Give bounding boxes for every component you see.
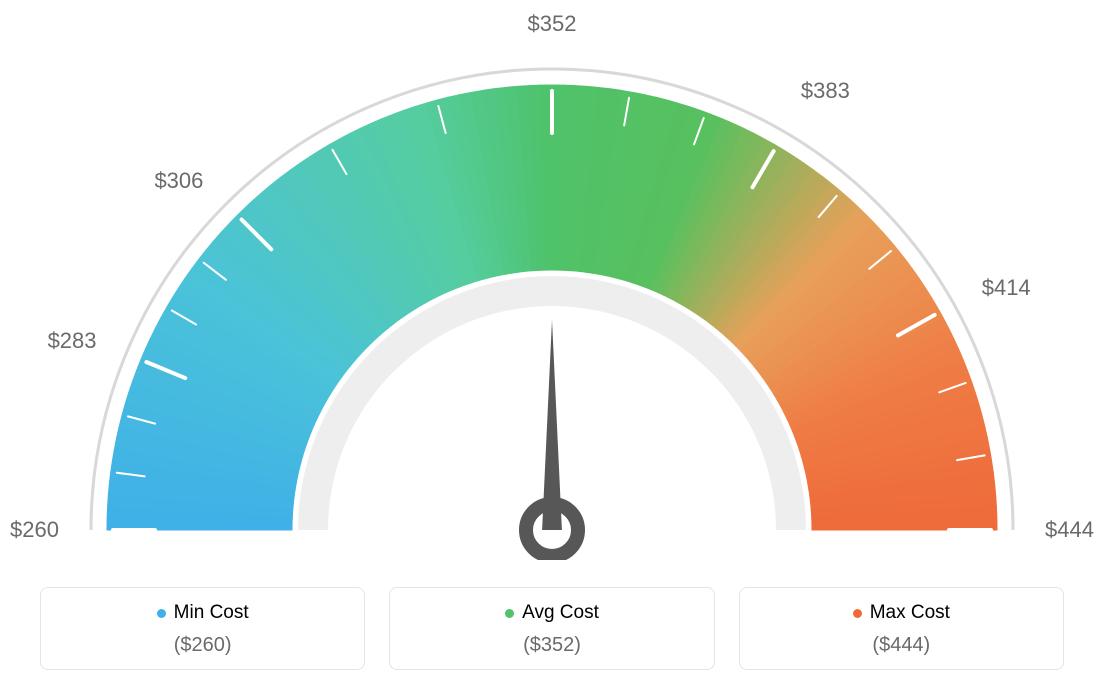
legend-dot-avg [505,609,514,618]
legend-title-min: Min Cost [157,602,249,624]
legend-dot-max [853,609,862,618]
gauge-tick-label: $352 [528,11,577,37]
legend-card-max: Max Cost ($444) [739,587,1064,670]
legend-label-max: Max Cost [870,602,950,624]
legend-card-avg: Avg Cost ($352) [389,587,714,670]
legend-label-avg: Avg Cost [522,602,599,624]
gauge-area: $260 $283 $306 $352 $383 $414 $444 [0,0,1104,560]
gauge-tick-label: $383 [801,78,850,104]
cost-gauge-chart: $260 $283 $306 $352 $383 $414 $444 Min Cost ($… [0,0,1104,690]
gauge-tick-label: $414 [982,275,1031,301]
gauge-tick-label: $306 [154,168,203,194]
legend-label-min: Min Cost [174,602,249,624]
legend-dot-min [157,609,166,618]
legend-title-max: Max Cost [853,602,950,624]
gauge-svg [0,0,1104,560]
gauge-tick-label: $444 [1045,517,1094,543]
gauge-tick-label: $283 [48,328,97,354]
legend-value-max: ($444) [750,634,1053,657]
legend-value-avg: ($352) [400,634,703,657]
legend-row: Min Cost ($260) Avg Cost ($352) Max Cost… [40,587,1064,670]
legend-title-avg: Avg Cost [505,602,599,624]
legend-value-min: ($260) [51,634,354,657]
legend-card-min: Min Cost ($260) [40,587,365,670]
gauge-tick-label: $260 [10,517,59,543]
